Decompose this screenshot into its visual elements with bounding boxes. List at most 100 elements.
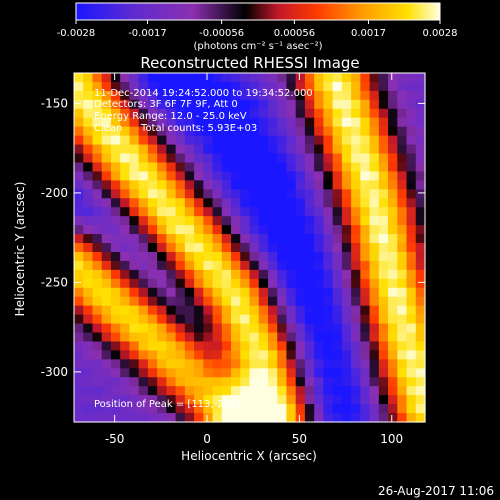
heatmap-cell xyxy=(249,368,260,378)
heatmap-cell xyxy=(120,269,131,280)
heatmap-cell xyxy=(341,90,352,101)
heatmap-cell xyxy=(101,341,112,352)
heatmap-cell xyxy=(388,73,398,83)
heatmap-cell xyxy=(258,126,269,137)
heatmap-cell xyxy=(212,117,223,128)
heatmap-cell xyxy=(295,368,306,378)
heatmap-cell xyxy=(323,234,334,244)
heatmap-cell xyxy=(184,332,195,343)
heatmap-cell xyxy=(323,117,334,128)
heatmap-cell xyxy=(415,243,426,253)
heatmap-cell xyxy=(406,81,417,92)
heatmap-cell xyxy=(304,225,315,235)
heatmap-cell xyxy=(388,198,398,208)
heatmap-cell xyxy=(415,99,426,110)
heatmap-cell xyxy=(341,404,352,414)
heatmap-cell xyxy=(138,243,149,253)
heatmap-cell xyxy=(295,243,306,253)
heatmap-cell xyxy=(277,350,288,360)
heatmap-cell xyxy=(286,332,297,343)
heatmap-cell xyxy=(221,350,232,360)
heatmap-cell xyxy=(258,305,269,316)
heatmap-cell xyxy=(120,305,131,316)
heatmap-cell xyxy=(277,73,288,83)
heatmap-cell xyxy=(101,73,112,83)
heatmap-cell xyxy=(83,90,94,101)
heatmap-cell xyxy=(240,198,251,208)
heatmap-cell xyxy=(332,341,343,352)
heatmap-cell xyxy=(286,305,297,316)
heatmap-cell xyxy=(314,269,324,280)
heatmap-cell xyxy=(258,395,269,405)
heatmap-cell xyxy=(360,225,371,235)
heatmap-cell xyxy=(194,126,204,137)
heatmap-cell xyxy=(212,269,223,280)
heatmap-cell xyxy=(92,117,103,128)
heatmap-cell xyxy=(240,395,251,405)
colorbar-tick-label: 0.0017 xyxy=(351,28,386,39)
heatmap-cell xyxy=(295,332,306,343)
annotation-energy: Energy Range: 12.0 - 25.0 keV xyxy=(94,111,247,122)
heatmap-cell xyxy=(92,81,103,92)
heatmap-cell xyxy=(332,296,343,307)
heatmap-cell xyxy=(129,225,140,235)
heatmap-cell xyxy=(295,395,306,405)
heatmap-cell xyxy=(304,117,315,128)
heatmap-cell xyxy=(314,99,324,110)
heatmap-cell xyxy=(415,73,426,83)
heatmap-cell xyxy=(415,162,426,173)
heatmap-cell xyxy=(323,368,334,378)
heatmap-cell xyxy=(120,386,131,396)
heatmap-cell xyxy=(157,395,167,405)
heatmap-cell xyxy=(203,296,214,307)
heatmap-cell xyxy=(175,251,186,262)
heatmap-cell xyxy=(323,404,334,414)
heatmap-cell xyxy=(120,287,131,298)
heatmap-cell xyxy=(74,162,84,173)
heatmap-cell xyxy=(406,278,417,289)
heatmap-cell xyxy=(138,162,149,173)
heatmap-cell xyxy=(369,305,380,316)
heatmap-cell xyxy=(184,126,195,137)
heatmap-cell xyxy=(341,225,352,235)
heatmap-cell xyxy=(129,386,140,396)
heatmap-cell xyxy=(378,332,389,343)
heatmap-cell xyxy=(378,323,389,334)
heatmap-cell xyxy=(74,207,84,217)
heatmap-cell xyxy=(147,368,158,378)
heatmap-cell xyxy=(221,341,232,352)
heatmap-cell xyxy=(304,377,315,387)
heatmap-cell xyxy=(397,243,408,253)
heatmap-cell xyxy=(406,386,417,396)
heatmap-cell xyxy=(341,332,352,343)
heatmap-cell xyxy=(194,243,204,253)
heatmap-cell xyxy=(101,234,112,244)
heatmap-cell xyxy=(83,234,94,244)
x-tick-label: 0 xyxy=(203,432,211,446)
heatmap-cell xyxy=(304,413,315,423)
heatmap-cell xyxy=(360,305,371,316)
heatmap-cell xyxy=(341,144,352,155)
heatmap-cell xyxy=(267,73,278,83)
heatmap-cell xyxy=(406,368,417,378)
heatmap-cell xyxy=(92,225,103,235)
heatmap-cell xyxy=(138,207,149,217)
heatmap-cell xyxy=(120,323,131,334)
heatmap-cell xyxy=(323,350,334,360)
heatmap-cell xyxy=(92,296,103,307)
heatmap-cell xyxy=(378,90,389,101)
heatmap-cell xyxy=(147,207,158,217)
heatmap-cell xyxy=(138,287,149,298)
heatmap-cell xyxy=(388,287,398,298)
heatmap-cell xyxy=(110,368,121,378)
heatmap-cell xyxy=(231,189,241,199)
heatmap-cell xyxy=(406,314,417,325)
heatmap-cell xyxy=(295,350,306,360)
heatmap-cell xyxy=(415,251,426,262)
heatmap-cell xyxy=(184,99,195,110)
heatmap-cell xyxy=(194,135,204,146)
heatmap-cell xyxy=(221,189,232,199)
heatmap-cell xyxy=(332,126,343,137)
heatmap-cell xyxy=(360,332,371,343)
heatmap-cell xyxy=(175,243,186,253)
